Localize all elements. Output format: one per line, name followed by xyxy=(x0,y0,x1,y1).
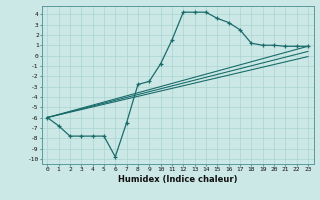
X-axis label: Humidex (Indice chaleur): Humidex (Indice chaleur) xyxy=(118,175,237,184)
